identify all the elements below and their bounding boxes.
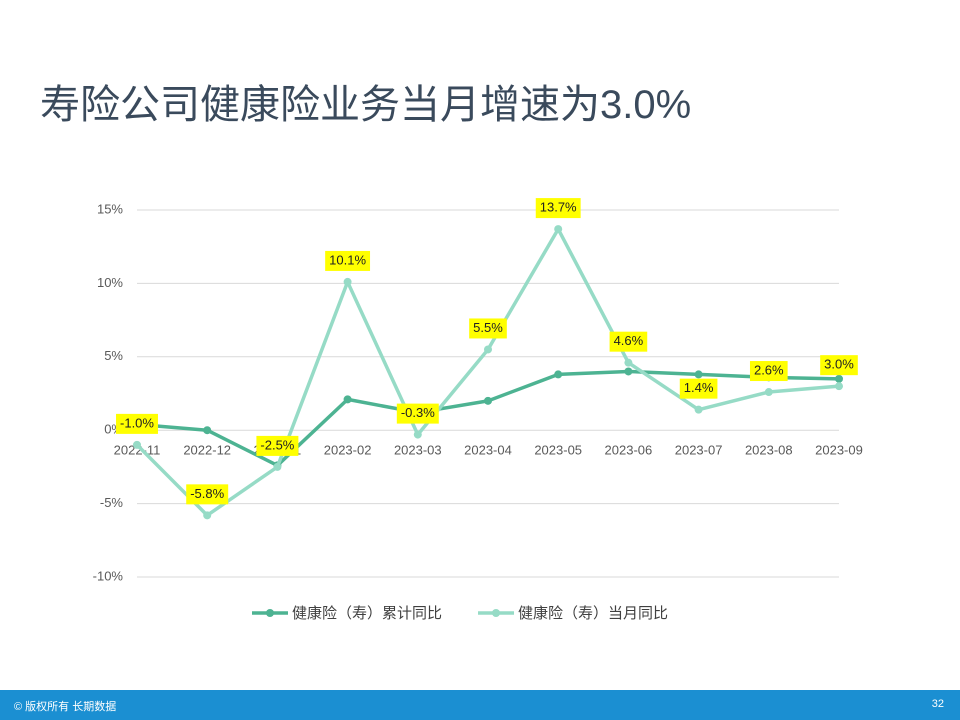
data-point — [554, 225, 563, 234]
slide-title: 寿险公司健康险业务当月增速为3.0% — [40, 83, 692, 127]
data-point — [343, 277, 352, 286]
y-tick-label: 5% — [104, 348, 123, 363]
data-label: 4.6% — [614, 333, 644, 348]
data-point — [624, 367, 633, 376]
x-tick-label: 2022-11 — [114, 443, 161, 458]
y-tick-label: -5% — [100, 495, 124, 510]
chart: -10%-5%0%5%10%15%2022-112022-122023-0120… — [93, 198, 863, 622]
data-label: 5.5% — [473, 320, 503, 335]
legend-marker — [492, 609, 501, 617]
x-tick-label: 2023-08 — [745, 443, 793, 458]
data-point — [694, 370, 703, 379]
data-label: -1.0% — [120, 415, 154, 430]
y-tick-label: 10% — [97, 275, 123, 290]
data-label: 10.1% — [329, 252, 366, 267]
data-label-bg — [116, 413, 158, 434]
data-point — [835, 382, 843, 391]
data-label: 13.7% — [540, 200, 577, 215]
data-point — [484, 396, 492, 405]
legend-label: 健康险（寿）当月同比 — [518, 605, 668, 622]
data-point — [133, 440, 141, 449]
data-label: -2.5% — [260, 437, 294, 452]
data-label-bg — [325, 250, 371, 271]
data-label-bg — [820, 355, 858, 376]
series-line — [135, 227, 840, 518]
data-label: 2.6% — [754, 362, 784, 377]
x-tick-label: 2023-03 — [394, 443, 442, 458]
data-label-bg — [535, 198, 581, 219]
data-point — [413, 430, 422, 439]
data-point — [554, 370, 563, 379]
data-label-bg — [396, 403, 439, 424]
x-tick-label: 2023-06 — [605, 443, 653, 458]
legend-marker — [266, 609, 274, 617]
data-label-bg — [469, 318, 507, 339]
data-label: 3.0% — [824, 357, 854, 372]
x-tick-label: 2023-05 — [534, 443, 582, 458]
x-tick-label: 2023-07 — [675, 443, 723, 458]
data-label-bg — [186, 484, 229, 505]
data-point — [624, 358, 633, 367]
data-point — [343, 395, 352, 404]
data-point — [484, 345, 492, 354]
copyright: © 版权所有 长期数据 — [14, 701, 117, 713]
x-tick-label: 2023-04 — [464, 443, 512, 458]
data-point — [694, 405, 703, 414]
data-point — [203, 426, 212, 435]
data-label-bg — [679, 378, 718, 399]
x-tick-label: 2023-09 — [815, 443, 863, 458]
footer: © 版权所有 长期数据 32 — [0, 690, 960, 720]
data-point — [835, 374, 843, 383]
y-tick-label: -10% — [93, 568, 124, 583]
legend-label: 健康险（寿）累计同比 — [292, 605, 442, 622]
data-label: -0.3% — [401, 405, 435, 420]
x-tick-label: 2022-12 — [183, 443, 231, 458]
x-tick-label: 2023-02 — [324, 443, 372, 458]
y-tick-label: 15% — [97, 201, 123, 216]
data-point — [764, 388, 773, 397]
data-label: -5.8% — [190, 486, 224, 501]
page-number: 32 — [931, 698, 944, 710]
data-point — [203, 511, 212, 520]
data-label-bg — [256, 435, 299, 456]
data-label: 1.4% — [684, 380, 714, 395]
data-point — [273, 462, 282, 471]
data-label-bg — [749, 361, 788, 382]
data-label-bg — [609, 331, 648, 352]
